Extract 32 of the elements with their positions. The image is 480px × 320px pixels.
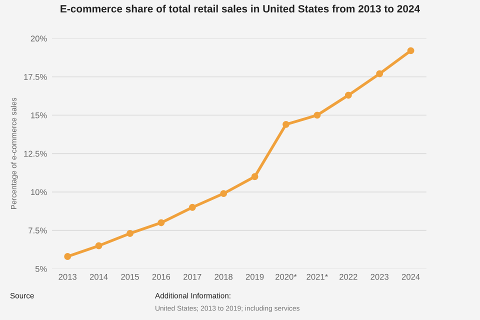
point — [376, 70, 384, 78]
point — [407, 47, 414, 54]
x-tick-label: 2015 — [121, 274, 139, 280]
x-tick-label: 2019 — [246, 274, 264, 280]
chart-title: E-commerce share of total retail sales in United States from 2013 to 2024 — [60, 4, 420, 12]
point — [188, 204, 196, 211]
x-tick-label: 2016 — [152, 274, 170, 280]
y-tick-label: 7.5% — [28, 228, 47, 234]
y-tick-label: 20% — [30, 36, 47, 42]
y-tick-label: 12.5% — [24, 150, 47, 157]
x-tick-label: 2023 — [370, 274, 389, 280]
y-tick-label: 15% — [31, 112, 47, 118]
x-tick-label: 2024 — [402, 274, 420, 280]
y-tick-label: 5% — [35, 266, 47, 272]
y-tick-label: 17.5% — [24, 74, 47, 80]
y-tick-label: 10% — [31, 189, 47, 196]
x-tick-label: 2017 — [184, 274, 202, 280]
point — [251, 173, 258, 180]
point — [158, 219, 165, 226]
point — [126, 230, 134, 237]
x-tick-label: 2013 — [58, 274, 77, 280]
point — [95, 242, 102, 250]
point — [314, 112, 321, 119]
point — [64, 253, 72, 260]
x-tick-label: 2020* — [276, 274, 297, 280]
x-tick-label: 2021* — [306, 274, 328, 280]
point — [344, 92, 352, 99]
point — [282, 120, 290, 128]
x-tick-label: 2022 — [340, 274, 358, 280]
point — [220, 190, 228, 198]
x-tick-label: 2014 — [90, 274, 108, 280]
x-tick-label: 2018 — [214, 274, 233, 280]
